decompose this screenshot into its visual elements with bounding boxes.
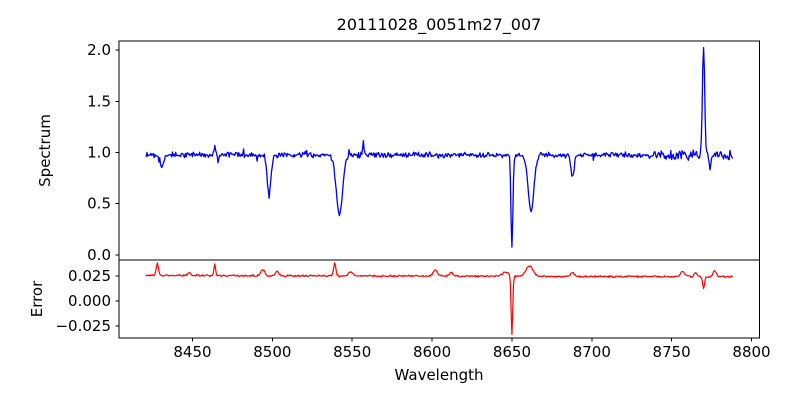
error-line: [145, 262, 733, 336]
spectrum-y-tick-label: 0.5: [87, 195, 111, 213]
x-tick-label: 8650: [493, 343, 531, 361]
spectrum-y-tick-label: 0.0: [87, 246, 111, 264]
x-tick-label: 8550: [333, 343, 371, 361]
x-tick-label: 8600: [413, 343, 451, 361]
chart-title: 20111028_0051m27_007: [337, 15, 542, 35]
spectrum-y-tick-label: 2.0: [87, 41, 111, 59]
spectrum-axis-ticks: 0.0 0.5 1.0 1.5 2.0: [87, 41, 119, 264]
x-tick-label: 8800: [732, 343, 770, 361]
error-y-tick-label: 0.000: [68, 292, 111, 310]
error-y-tick-label: 0.025: [68, 267, 111, 285]
error-axes-box: [118, 259, 760, 339]
spectrum-y-tick-label: 1.5: [87, 92, 111, 110]
x-tick-label: 8450: [173, 343, 211, 361]
spectrum-line: [145, 47, 733, 248]
error-axis-ticks: 0.025 0.000 −0.025 8450 8500 8550 8600 8650 8700…: [55, 267, 770, 361]
error-ylabel: Error: [28, 280, 46, 317]
x-tick-label: 8700: [573, 343, 611, 361]
spectrum-y-tick-label: 1.0: [87, 143, 111, 161]
spectrum-ylabel: Spectrum: [36, 114, 54, 187]
error-y-tick-label: −0.025: [55, 317, 111, 335]
wavelength-xlabel: Wavelength: [395, 366, 484, 384]
x-tick-label: 8500: [253, 343, 291, 361]
x-tick-label: 8750: [653, 343, 691, 361]
